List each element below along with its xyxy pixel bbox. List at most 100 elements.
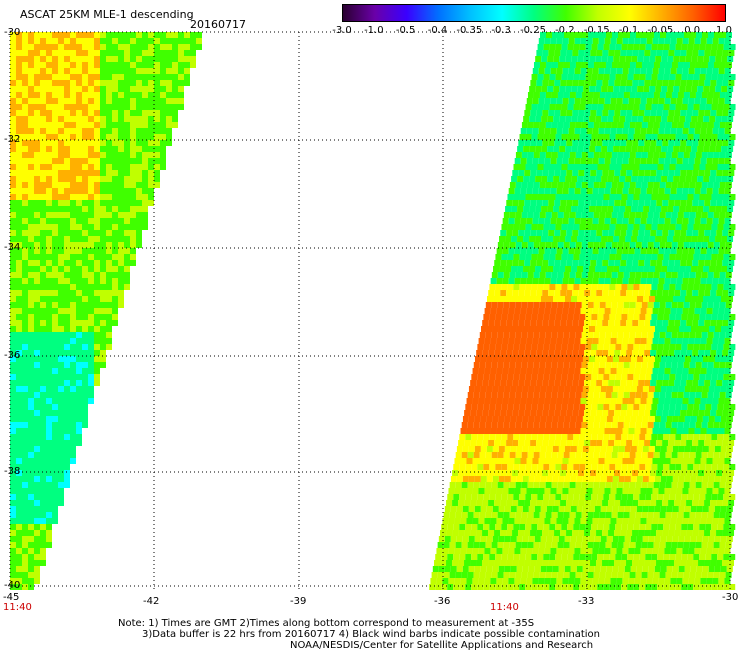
swath-cell <box>695 248 701 254</box>
swath-cell <box>716 170 722 176</box>
swath-cell <box>630 152 636 158</box>
swath-cell <box>703 86 709 92</box>
swath-cell <box>705 404 711 410</box>
swath-cell <box>527 338 533 344</box>
swath-cell <box>559 266 565 272</box>
swath-cell <box>106 92 112 98</box>
swath-cell <box>558 482 564 488</box>
swath-cell <box>40 362 46 368</box>
swath-cell <box>612 332 618 338</box>
swath-cell <box>475 416 481 422</box>
swath-cell <box>572 500 578 506</box>
swath-cell <box>617 68 623 74</box>
swath-cell <box>660 122 666 128</box>
swath-cell <box>483 374 489 380</box>
swath-cell <box>581 428 587 434</box>
swath-cell <box>511 296 517 302</box>
swath-cell <box>655 326 661 332</box>
swath-cell <box>112 176 118 182</box>
swath-cell <box>28 368 34 374</box>
swath-cell <box>567 224 573 230</box>
swath-cell <box>717 494 723 500</box>
swath-cell <box>52 74 58 80</box>
swath-cell <box>142 56 148 62</box>
swath-cell <box>40 242 46 248</box>
swath-cell <box>678 212 684 218</box>
swath-cell <box>40 320 46 326</box>
swath-cell <box>40 278 46 284</box>
swath-cell <box>40 404 46 410</box>
swath-cell <box>475 446 481 452</box>
swath-cell <box>700 488 706 494</box>
swath-cell <box>565 296 571 302</box>
swath-cell <box>506 200 512 206</box>
swath-cell <box>641 158 647 164</box>
swath-cell <box>52 56 58 62</box>
swath-cell <box>706 134 712 140</box>
swath-cell <box>598 488 604 494</box>
swath-cell <box>559 176 565 182</box>
swath-cell <box>536 80 542 86</box>
swath-cell <box>613 416 619 422</box>
swath-cell <box>715 236 721 242</box>
swath-cell <box>46 542 52 548</box>
swath-cell <box>661 236 667 242</box>
swath-cell <box>28 464 34 470</box>
swath-cell <box>16 374 22 380</box>
swath-cell <box>16 572 22 578</box>
swath-cell <box>58 266 64 272</box>
swath-cell <box>142 32 148 38</box>
swath-cell <box>94 44 100 50</box>
swath-cell <box>64 410 70 416</box>
swath-cell <box>64 338 70 344</box>
swath-cell <box>64 284 70 290</box>
swath-cell <box>40 518 46 524</box>
swath-cell <box>535 236 541 242</box>
swath-cell <box>94 350 100 356</box>
swath-cell <box>569 218 575 224</box>
swath-cell <box>52 458 58 464</box>
swath-cell <box>560 110 566 116</box>
swath-cell <box>628 458 634 464</box>
swath-cell <box>28 362 34 368</box>
swath-cell <box>555 194 561 200</box>
swath-cell <box>519 374 525 380</box>
swath-cell <box>34 206 40 212</box>
swath-cell <box>616 164 622 170</box>
swath-cell <box>554 500 560 506</box>
swath-cell <box>640 134 646 140</box>
swath-cell <box>692 260 698 266</box>
swath-cell <box>517 176 523 182</box>
swath-cell <box>566 110 572 116</box>
swath-cell <box>505 266 511 272</box>
swath-cell <box>608 110 614 116</box>
swath-cell <box>585 284 591 290</box>
swath-cell <box>513 224 519 230</box>
swath-cell <box>521 218 527 224</box>
swath-cell <box>683 158 689 164</box>
swath-cell <box>531 194 537 200</box>
swath-cell <box>70 248 76 254</box>
swath-cell <box>580 164 586 170</box>
swath-cell <box>515 188 521 194</box>
swath-cell <box>610 104 616 110</box>
swath-cell <box>64 470 70 476</box>
swath-cell <box>678 512 684 518</box>
swath-cell <box>599 128 605 134</box>
swath-cell <box>536 440 542 446</box>
swath-cell <box>476 470 482 476</box>
swath-cell <box>112 152 118 158</box>
swath-cell <box>497 398 503 404</box>
swath-cell <box>64 212 70 218</box>
swath-cell <box>142 86 148 92</box>
swath-cell <box>595 146 601 152</box>
swath-cell <box>512 500 518 506</box>
swath-cell <box>576 482 582 488</box>
swath-cell <box>634 134 640 140</box>
swath-cell <box>651 434 657 440</box>
swath-cell <box>503 278 509 284</box>
swath-cell <box>136 140 142 146</box>
swath-cell <box>70 296 76 302</box>
swath-cell <box>608 80 614 86</box>
swath-cell <box>551 98 557 104</box>
